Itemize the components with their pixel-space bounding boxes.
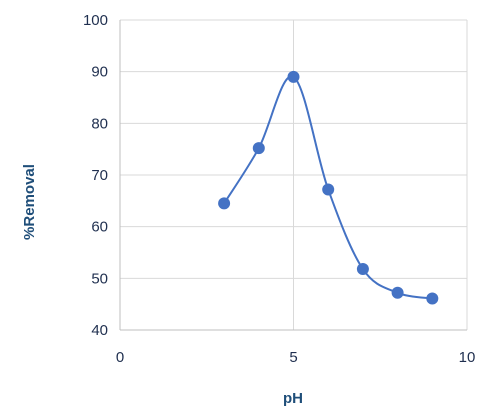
y-tick-label: 90 [91,64,108,81]
data-point [322,183,335,196]
y-tick-label: 50 [91,270,108,287]
y-tick-label: 60 [91,219,108,236]
data-points [218,70,439,305]
x-tick-label: 5 [289,349,297,366]
data-point [356,263,369,276]
x-tick-label: 10 [459,349,476,366]
x-tick-label: 0 [116,349,124,366]
y-tick-label: 100 [83,12,108,29]
data-point [218,197,231,210]
data-point [287,70,300,83]
data-point [391,286,404,299]
axes [119,20,467,331]
tick-labels: 40 50 60 70 80 90 100 0 5 10 [83,12,475,366]
y-axis-title: %Removal [21,164,38,240]
data-point [426,292,439,305]
y-tick-label: 70 [91,167,108,184]
x-axis-title: pH [283,390,303,407]
y-tick-label: 40 [91,322,108,339]
grid [120,19,468,330]
y-tick-label: 80 [91,115,108,132]
data-point [252,142,265,155]
